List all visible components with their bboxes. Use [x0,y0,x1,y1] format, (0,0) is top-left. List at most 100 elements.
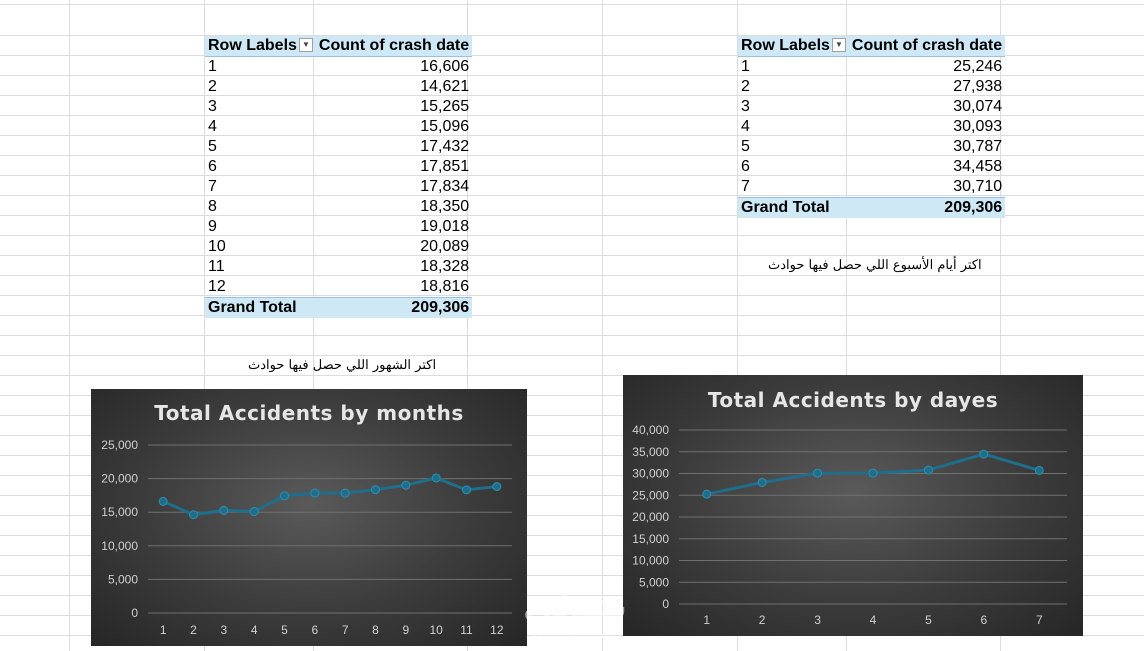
x-tick-label: 7 [342,623,349,637]
data-point [868,468,878,478]
row-label[interactable]: 1 [741,58,750,75]
pivot-table-months[interactable]: Row Labels ▼ Count of crash date 1 16,606 2 14… [205,36,473,318]
row-label[interactable]: 12 [208,278,226,295]
row-labels-header[interactable]: Row Labels ▼ [205,36,316,57]
data-point [158,496,168,506]
table-row: 3 30,074 [738,97,1005,117]
row-count[interactable]: 25,246 [953,58,1003,75]
data-point [813,468,823,478]
table-row: 1 16,606 [205,57,472,78]
months-note: اكتر الشهور اللي حصل فيها حوادث [248,358,437,373]
row-label[interactable]: 5 [741,138,750,155]
x-tick-label: 5 [281,623,288,637]
x-tick-label: 4 [870,613,877,627]
table-row: 7 30,710 [738,177,1005,198]
row-label[interactable]: 7 [208,178,217,195]
x-tick-label: 2 [759,613,766,627]
row-count[interactable]: 15,265 [420,98,470,115]
row-count[interactable]: 17,851 [420,158,470,175]
row-label[interactable]: 6 [208,158,217,175]
row-count[interactable]: 27,938 [953,78,1003,95]
pivot-table-days[interactable]: Row Labels ▼ Count of crash date 1 25,246 2 27… [738,36,1006,218]
table-row: 7 17,834 [205,177,472,197]
grand-total-row: Grand Total 209,306 [205,297,473,318]
y-tick-label: 10,000 [632,554,669,568]
data-point [401,480,411,490]
row-label[interactable]: 11 [208,258,225,275]
y-tick-label: 5,000 [639,575,669,589]
x-tick-label: 6 [311,623,318,637]
row-count[interactable]: 34,458 [953,158,1003,175]
chart-days-svg: Total Accidents by dayes 0 5,000 10,000 15,0… [632,388,1067,627]
y-tick-label: 35,000 [632,445,669,459]
row-label[interactable]: 8 [208,198,217,215]
data-point [249,507,259,517]
row-label[interactable]: 1 [208,58,217,75]
row-count[interactable]: 17,432 [420,138,470,155]
y-tick-label: 5,000 [108,572,138,586]
grand-total-label[interactable]: Grand Total [738,197,849,218]
row-label[interactable]: 3 [741,98,750,115]
grand-total-label[interactable]: Grand Total [205,297,316,318]
row-count[interactable]: 16,606 [420,58,470,75]
table-row: 3 15,265 [205,97,472,117]
row-label[interactable]: 9 [208,218,217,235]
row-label[interactable]: 2 [208,78,217,95]
y-tick-label: 15,000 [101,505,138,519]
row-count[interactable]: 18,350 [420,198,470,215]
data-point [923,465,933,475]
data-point [280,491,289,501]
row-label[interactable]: 3 [208,98,217,115]
row-count[interactable]: 19,018 [420,218,470,235]
x-tick-label: 9 [402,623,409,637]
count-header[interactable]: Count of crash date [315,36,473,57]
x-tick-label: 2 [190,623,197,637]
row-count[interactable]: 30,787 [953,138,1003,155]
row-count[interactable]: 30,093 [953,118,1003,135]
y-tick-label: 0 [131,606,138,620]
table-row: 9 19,018 [205,217,472,237]
table-row: 5 30,787 [738,137,1005,157]
row-label[interactable]: 6 [741,158,750,175]
row-count[interactable]: 14,621 [420,78,470,95]
grand-total-row: Grand Total 209,306 [738,197,1006,218]
y-tick-label: 40,000 [632,423,669,437]
table-row: 2 27,938 [738,77,1005,97]
row-label[interactable]: 7 [741,178,750,195]
filter-dropdown-icon[interactable]: ▼ [831,37,846,52]
table-row: 6 34,458 [738,157,1005,177]
data-point [371,485,380,495]
x-tick-label: 4 [251,623,258,637]
y-tick-label: 10,000 [101,539,138,553]
filter-dropdown-icon[interactable]: ▼ [298,37,313,52]
grand-total-value[interactable]: 209,306 [848,197,1006,218]
row-label[interactable]: 5 [208,138,217,155]
chart-days[interactable]: Total Accidents by dayes 0 5,000 10,000 15,0… [623,375,1083,636]
pivot-header-row: Row Labels ▼ Count of crash date [738,36,1006,57]
y-tick-label: 20,000 [632,510,669,524]
chart-months-svg: Total Accidents by months 0 5,000 10,000 15,… [101,401,512,637]
row-count[interactable]: 18,816 [420,278,470,295]
row-labels-header[interactable]: Row Labels ▼ [738,36,849,57]
grand-total-value[interactable]: 209,306 [315,297,473,318]
chart-months[interactable]: Total Accidents by months 0 5,000 10,000 15,… [91,389,527,646]
table-row: 8 18,350 [205,197,472,217]
row-count[interactable]: 17,834 [420,178,470,195]
row-label[interactable]: 2 [741,78,750,95]
row-count[interactable]: 15,096 [420,118,470,135]
row-count[interactable]: 18,328 [420,258,470,275]
row-label[interactable]: 4 [208,118,217,135]
pivot-header-row: Row Labels ▼ Count of crash date [205,36,473,57]
table-row: 6 17,851 [205,157,472,177]
data-point [462,485,471,495]
x-tick-label: 6 [981,613,988,627]
row-count[interactable]: 30,710 [953,178,1003,195]
x-tick-label: 12 [490,623,504,637]
y-tick-label: 30,000 [632,467,669,481]
row-label[interactable]: 4 [741,118,750,135]
table-row: 4 30,093 [738,117,1005,137]
count-header[interactable]: Count of crash date [848,36,1006,57]
row-count[interactable]: 20,089 [420,238,470,255]
row-label[interactable]: 10 [208,238,226,255]
row-count[interactable]: 30,074 [953,98,1003,115]
